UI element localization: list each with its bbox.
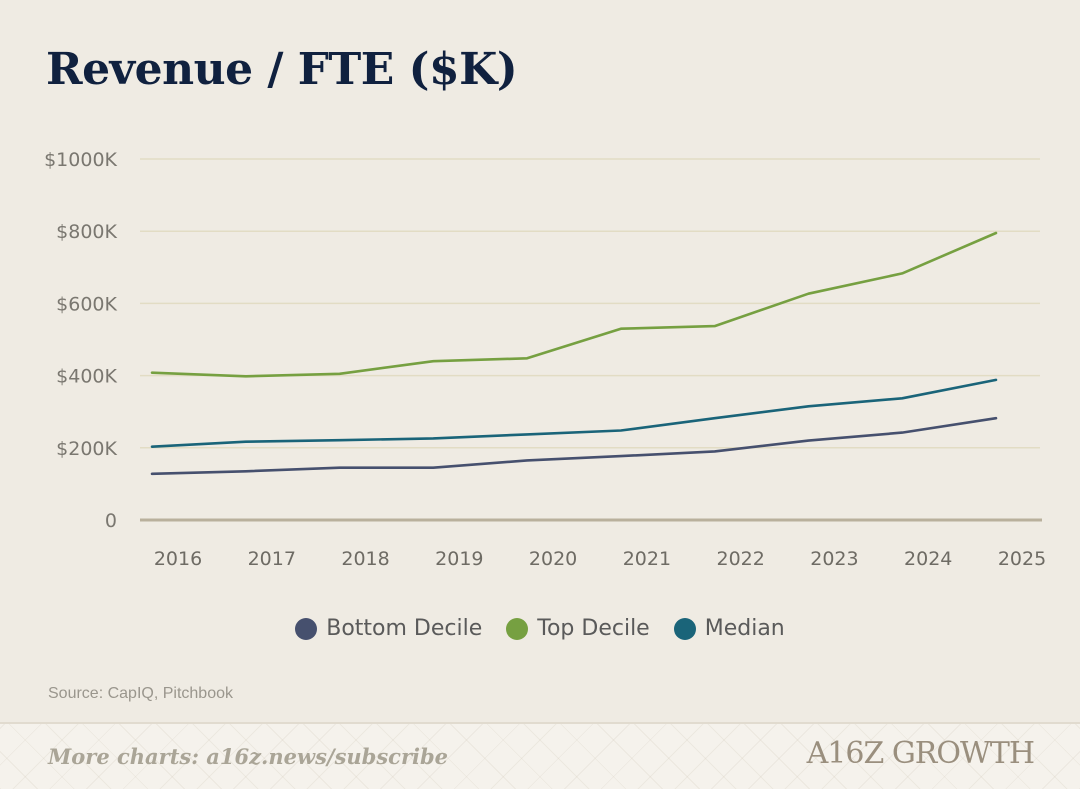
x-tick-label: 2016 [154,548,202,570]
y-tick-label: $800K [56,221,117,243]
gridlines [140,158,1040,449]
legend-swatch [673,617,696,640]
x-tick-label: 2024 [904,548,952,570]
brand-logo: A16Z GROWTH [806,736,1035,771]
legend: Bottom Decile Top Decile Median [0,616,1080,641]
series-line-bottom-decile [150,416,998,476]
y-tick-label: $600K [56,293,117,315]
legend-label: Bottom Decile [326,616,483,641]
footer-banner: More charts: a16z.news/subscribe A16Z GR… [0,722,1080,789]
chart-title: Revenue / FTE ($K) [46,44,518,95]
source-note: Source: CapIQ, Pitchbook [48,685,233,702]
legend-label: Median [704,616,785,641]
legend-item-top-decile: Top Decile [506,616,650,641]
y-tick-label: 0 [105,510,117,532]
legend-item-bottom-decile: Bottom Decile [295,616,482,641]
tick-labels: 0 $200K $400K $600K $800K $1000K 2016 2017 2018 2… [44,149,1046,570]
x-tick-label: 2020 [529,548,577,570]
y-tick-label: $200K [56,438,117,460]
series-line-median [150,378,998,449]
legend-swatch [506,617,529,640]
x-tick-label: 2018 [341,548,389,570]
x-tick-label: 2019 [435,548,483,570]
y-tick-label: $400K [56,366,117,388]
x-tick-label: 2023 [810,548,858,570]
x-tick-label: 2025 [998,548,1046,570]
subscribe-link[interactable]: More charts: a16z.news/subscribe [48,744,449,769]
series-line-top-decile [150,231,998,378]
legend-label: Top Decile [537,616,650,641]
legend-item-median: Median [673,616,785,641]
y-tick-label: $1000K [44,149,117,171]
x-tick-label: 2022 [716,548,764,570]
x-tick-label: 2017 [248,548,296,570]
series-lines [150,231,998,476]
legend-swatch [295,617,318,640]
line-chart: 0 $200K $400K $600K $800K $1000K 2016 2017 2018 2… [44,149,1046,570]
x-tick-label: 2021 [623,548,671,570]
